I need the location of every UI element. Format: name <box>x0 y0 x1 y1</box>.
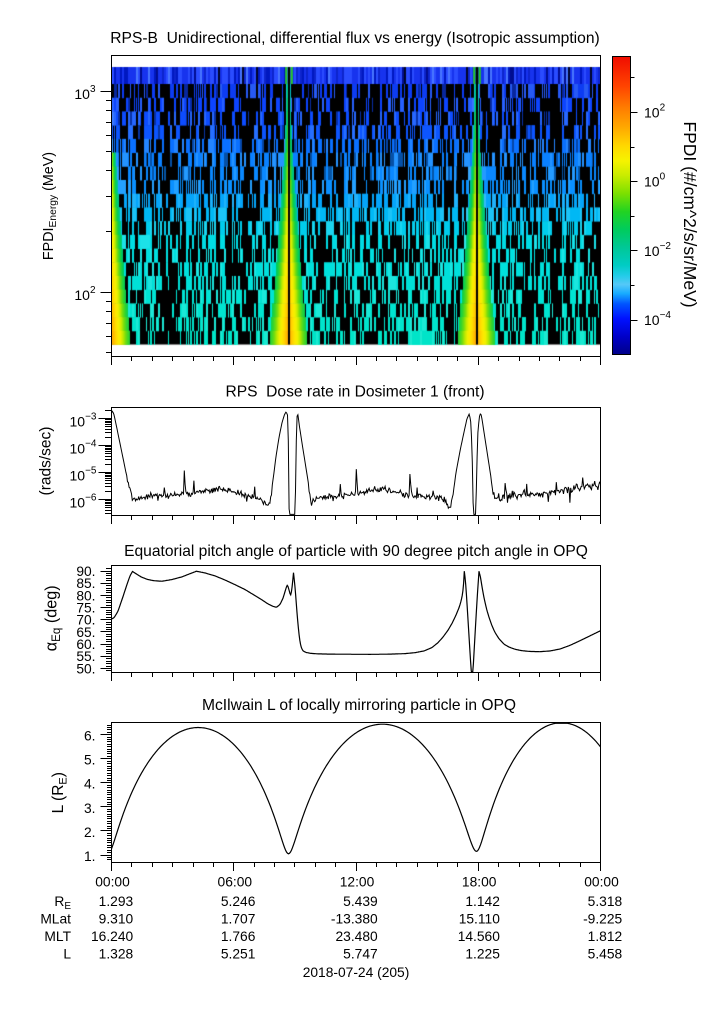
svg-text:23.480: 23.480 <box>335 929 378 944</box>
svg-text:10−6: 10−6 <box>70 492 97 510</box>
svg-text:5.318: 5.318 <box>588 894 623 909</box>
svg-text:90.: 90. <box>76 564 95 579</box>
svg-text:2.: 2. <box>84 825 96 840</box>
svg-text:RPS Dose rate in Dosimeter 1: RPS Dose rate in Dosimeter 1 (front) <box>225 384 484 401</box>
svg-text:4.: 4. <box>84 777 96 792</box>
svg-text:55.: 55. <box>76 649 95 664</box>
svg-text:10−4: 10−4 <box>644 310 671 328</box>
svg-text:00:00: 00:00 <box>95 874 130 889</box>
svg-text:Equatorial pitch angle of part: Equatorial pitch angle of particle with … <box>124 543 588 560</box>
svg-text:70.: 70. <box>76 613 95 628</box>
svg-text:MLat: MLat <box>40 911 71 926</box>
svg-text:FPDI (#/cm^2/s/sr/MeV): FPDI (#/cm^2/s/sr/MeV) <box>680 121 700 307</box>
svg-text:2018-07-24 (205): 2018-07-24 (205) <box>303 965 410 980</box>
svg-text:102: 102 <box>74 285 96 303</box>
svg-text:1.225: 1.225 <box>465 947 500 962</box>
svg-text:10−5: 10−5 <box>70 465 97 483</box>
svg-text:102: 102 <box>644 102 666 120</box>
svg-text:1.707: 1.707 <box>221 911 256 926</box>
svg-text:(rads/sec): (rads/sec) <box>38 427 55 496</box>
svg-text:18:00: 18:00 <box>462 874 497 889</box>
svg-text:1.328: 1.328 <box>99 947 134 962</box>
svg-text:12:00: 12:00 <box>340 874 375 889</box>
svg-text:L (RE): L (RE) <box>50 772 69 813</box>
svg-text:αEq (deg): αEq (deg) <box>43 585 64 651</box>
svg-text:McIlwain L of locally mirrorin: McIlwain L of locally mirroring particle… <box>202 697 516 714</box>
svg-text:1.142: 1.142 <box>465 894 500 909</box>
svg-text:-9.225: -9.225 <box>583 911 622 926</box>
svg-text:15.110: 15.110 <box>459 911 501 926</box>
svg-text:65.: 65. <box>76 625 95 640</box>
svg-text:1.812: 1.812 <box>588 929 623 944</box>
svg-text:5.246: 5.246 <box>221 894 256 909</box>
svg-text:50.: 50. <box>76 661 95 676</box>
svg-text:MLT: MLT <box>44 929 71 944</box>
svg-text:-13.380: -13.380 <box>331 911 378 926</box>
svg-text:10−4: 10−4 <box>70 438 97 456</box>
svg-text:6.: 6. <box>84 729 96 744</box>
svg-text:85.: 85. <box>76 576 95 591</box>
svg-text:103: 103 <box>74 84 96 102</box>
svg-text:5.747: 5.747 <box>343 947 378 962</box>
svg-text:10−3: 10−3 <box>70 411 97 429</box>
svg-text:9.310: 9.310 <box>99 911 134 926</box>
svg-text:1.766: 1.766 <box>221 929 256 944</box>
svg-text:16.240: 16.240 <box>91 929 134 944</box>
svg-text:RPS-B Unidirectional, differe: RPS-B Unidirectional, differential flux … <box>110 30 599 47</box>
svg-text:75.: 75. <box>76 601 95 616</box>
svg-text:RE: RE <box>54 894 71 912</box>
svg-text:FPDIEnergy (MeV): FPDIEnergy (MeV) <box>41 152 59 260</box>
svg-text:1.: 1. <box>84 849 96 864</box>
svg-text:1.293: 1.293 <box>99 894 134 909</box>
svg-text:60.: 60. <box>76 637 95 652</box>
svg-text:5.251: 5.251 <box>221 947 256 962</box>
svg-text:3.: 3. <box>84 801 96 816</box>
svg-text:5.439: 5.439 <box>343 894 378 909</box>
svg-text:100: 100 <box>644 172 666 190</box>
svg-text:06:00: 06:00 <box>218 874 253 889</box>
svg-text:5.: 5. <box>84 753 96 768</box>
svg-text:L: L <box>63 947 71 962</box>
svg-text:80.: 80. <box>76 588 95 603</box>
svg-text:5.458: 5.458 <box>588 947 623 962</box>
svg-text:00:00: 00:00 <box>584 874 619 889</box>
svg-text:14.560: 14.560 <box>458 929 501 944</box>
svg-text:10−2: 10−2 <box>644 241 671 259</box>
